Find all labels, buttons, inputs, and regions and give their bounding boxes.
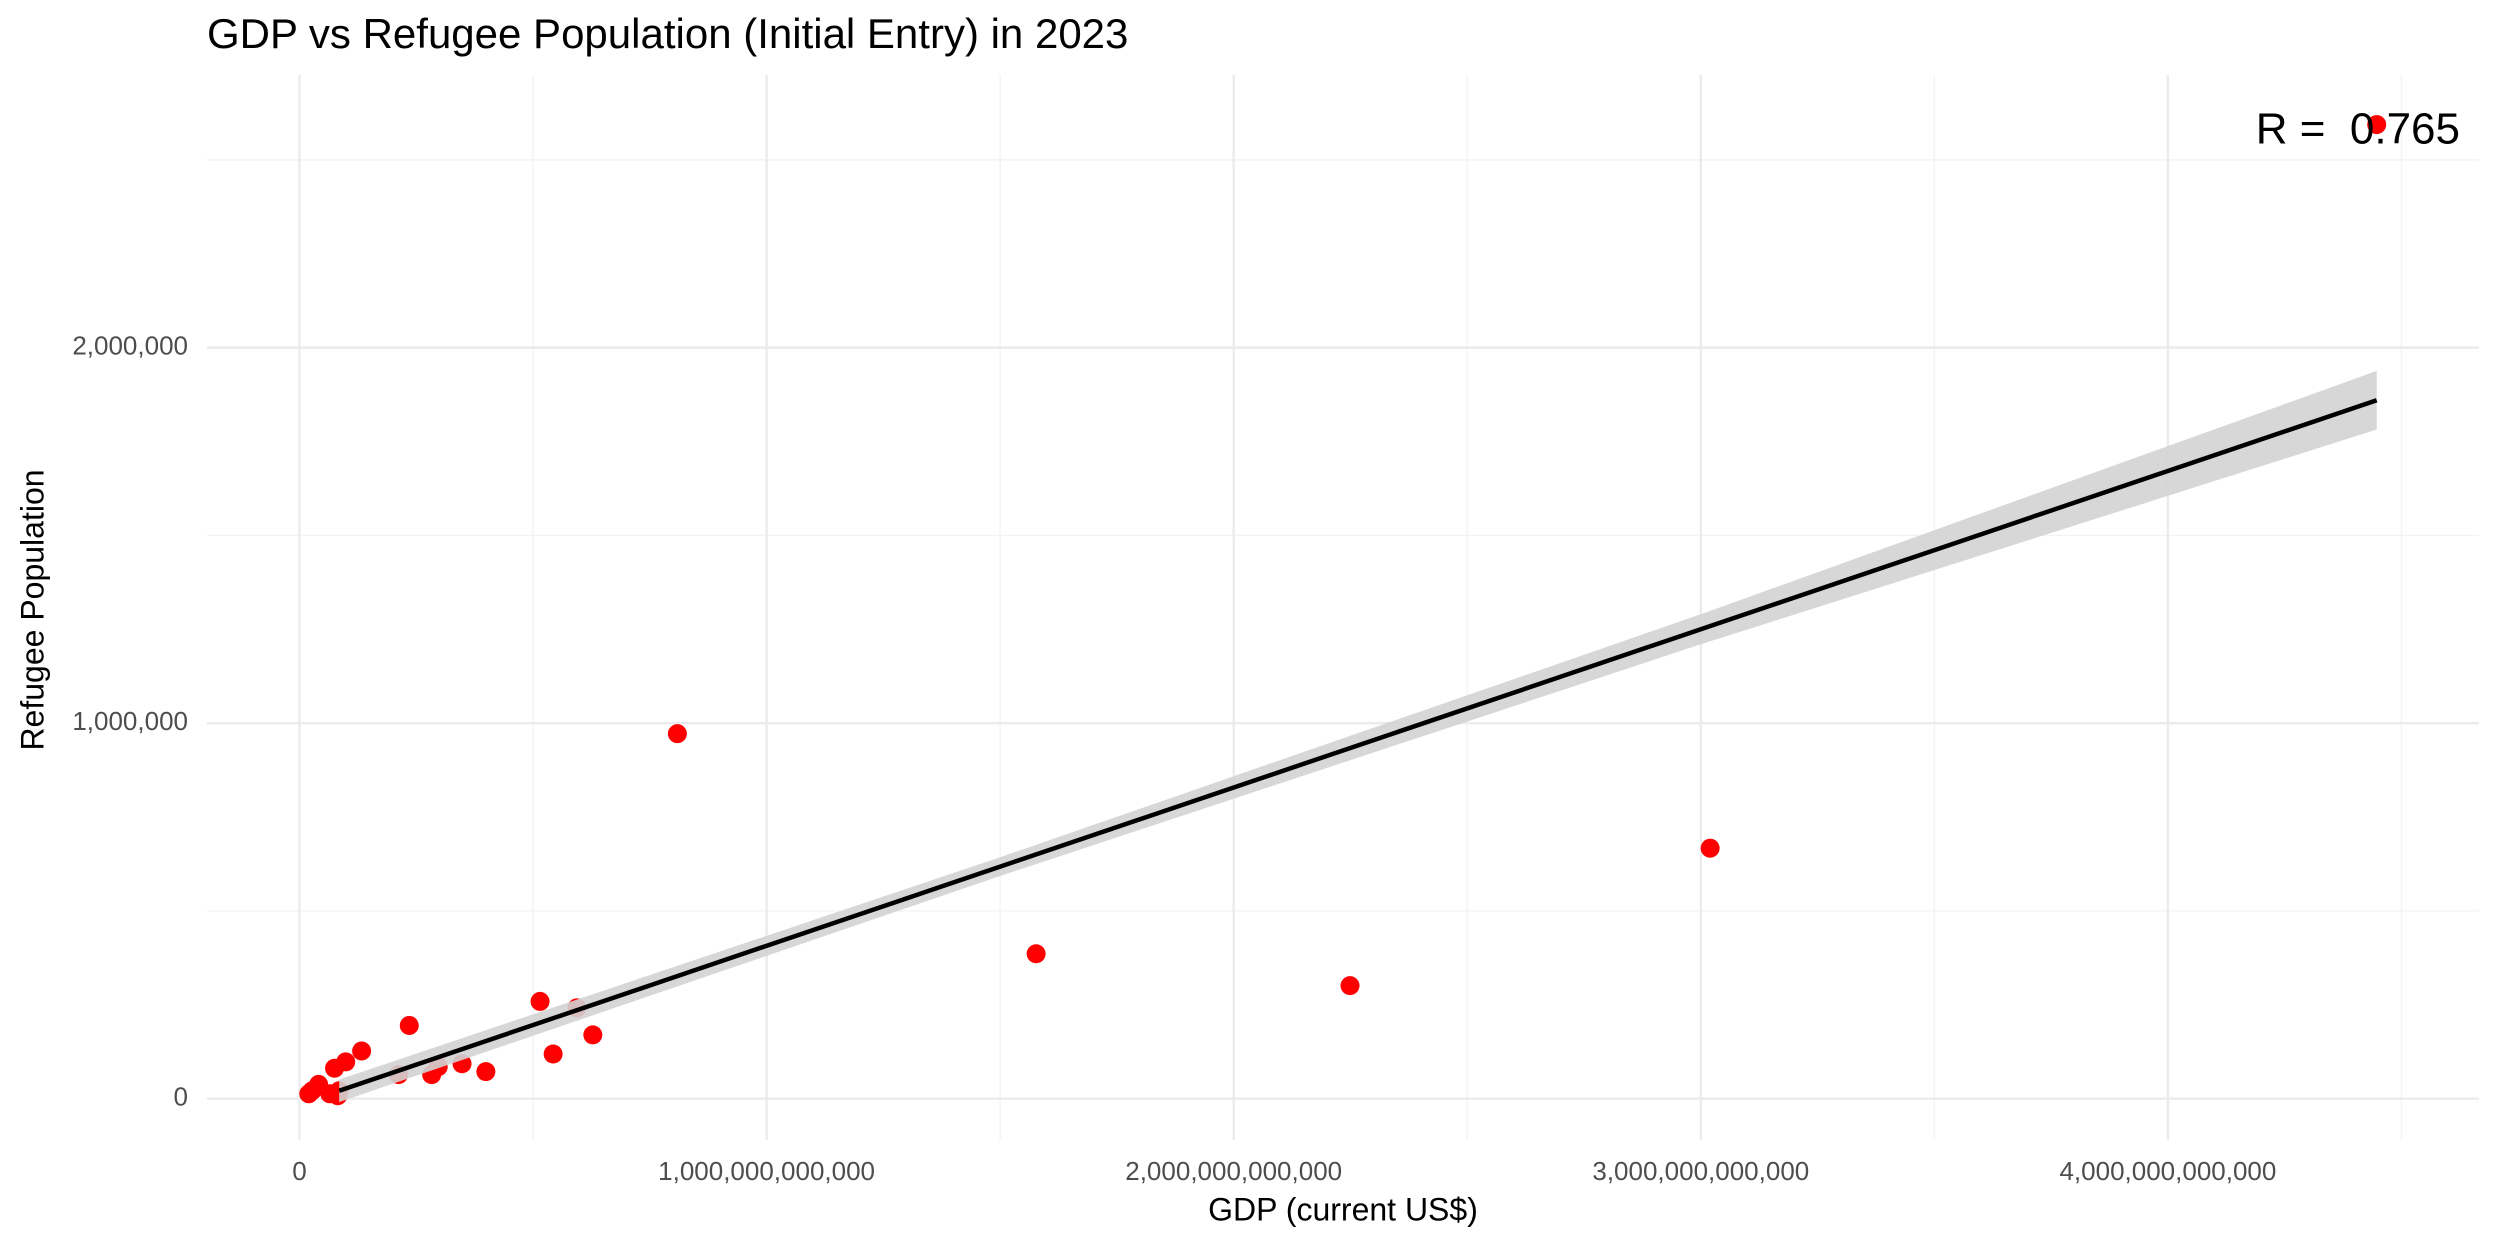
- x-tick-label: 1,000,000,000,000: [658, 1156, 875, 1186]
- point: [476, 1062, 496, 1082]
- y-tick-label: 0: [174, 1082, 188, 1112]
- annotation: R = 0.765: [2256, 105, 2460, 154]
- y-tick-label: 1,000,000: [72, 706, 188, 736]
- y-axis-title: Refugee Population: [14, 469, 50, 750]
- y-tick-label: 2,000,000: [72, 331, 188, 361]
- x-tick-label: 3,000,000,000,000: [1592, 1156, 1809, 1186]
- point: [530, 991, 550, 1011]
- point: [325, 1058, 345, 1078]
- point: [352, 1041, 372, 1061]
- chart-title: GDP vs Refugee Population (Initial Entry…: [207, 10, 1128, 57]
- x-axis-title: GDP (current US$): [1208, 1191, 1478, 1227]
- x-tick-label: 4,000,000,000,000: [2059, 1156, 2276, 1186]
- x-tick-label: 2,000,000,000,000: [1125, 1156, 1342, 1186]
- confidence-band: [339, 370, 2377, 1103]
- point: [1026, 944, 1046, 964]
- point: [583, 1025, 603, 1045]
- point: [667, 724, 687, 744]
- regression-line: [338, 398, 2378, 1093]
- point: [399, 1015, 419, 1035]
- point: [299, 1084, 319, 1104]
- point: [1700, 838, 1720, 858]
- point: [543, 1044, 563, 1064]
- point: [1340, 976, 1360, 996]
- point: [2367, 115, 2387, 135]
- x-tick-label: 0: [292, 1156, 306, 1186]
